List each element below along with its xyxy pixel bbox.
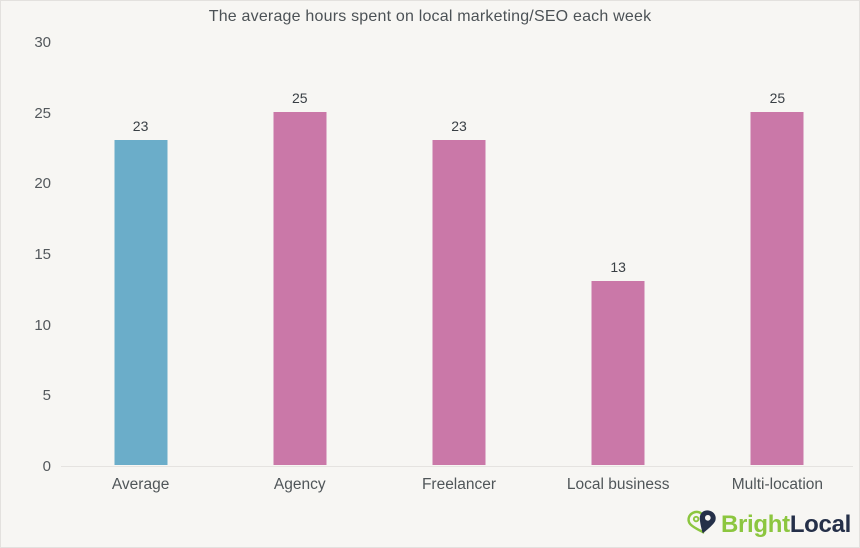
bar-slot: 25 [698,90,857,465]
y-tick-label: 20 [34,175,51,193]
logo-text: BrightLocal [721,511,851,539]
y-tick-label: 15 [34,246,51,263]
bar-value-label: 25 [291,89,308,106]
bar-agency [273,111,327,465]
bar-slot: 23 [379,118,538,465]
x-category-label: Local business [566,476,670,493]
logo-text-local: Local [789,511,851,538]
chart-title: The average hours spent on local marketi… [208,8,652,25]
y-tick-label: 10 [34,316,51,334]
bar-value-label: 13 [610,259,626,276]
y-tick-label: 30 [34,34,51,51]
bar-value-label: 23 [132,117,149,134]
y-tick-label: 25 [34,104,51,122]
y-tick-label: 0 [42,458,51,475]
logo-text-bright: Bright [720,511,790,538]
bar-value-label: 23 [451,117,467,134]
bar-freelancer [432,139,486,465]
y-tick-label: 5 [42,387,51,405]
brightlocal-logo: BrightLocal [685,506,851,544]
bar-slot: 25 [220,90,379,465]
x-category-label: Multi-location [731,476,824,493]
bar-value-label: 25 [769,89,786,106]
bar-average [114,139,168,465]
bar-multi-location [750,111,804,465]
x-axis-baseline [61,466,853,467]
bar-slot: 13 [539,259,698,465]
x-category-label: Freelancer [421,476,497,493]
bar-local-business [591,281,645,465]
map-pin-heart-icon [685,506,719,544]
x-category-label: Average [111,476,170,493]
x-category-label: Agency [273,476,326,493]
bar-slot: 23 [61,118,220,465]
